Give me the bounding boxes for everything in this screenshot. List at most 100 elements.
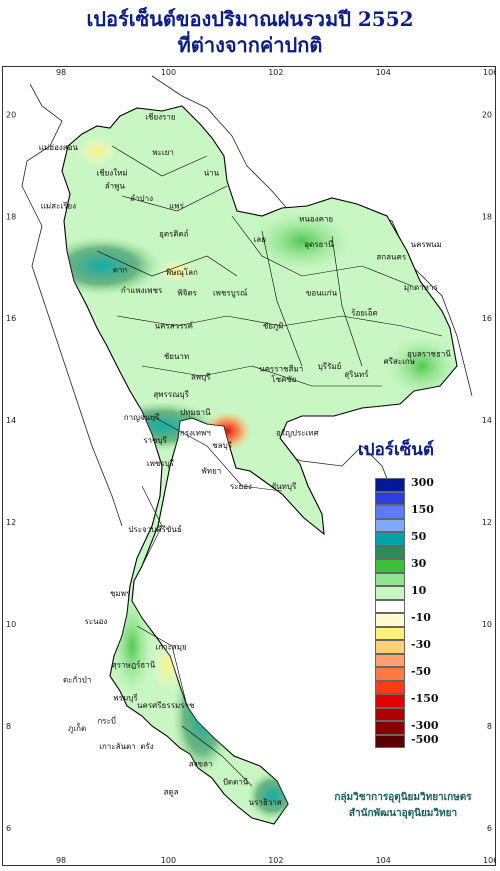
province-label: ระนอง — [85, 617, 108, 626]
legend-swatch — [375, 707, 405, 721]
province-label: ราชบุรี — [143, 436, 167, 445]
map-title-block: เปอร์เซ็นต์ของปริมาณฝนรวมปี 2552 ที่ต่าง… — [0, 6, 500, 58]
x-tick-label: 102 — [268, 856, 283, 865]
province-label: ลำพูน — [105, 181, 126, 191]
legend-swatch — [375, 586, 405, 600]
province-label: น่าน — [204, 169, 220, 178]
y-tick-label: 6 — [487, 824, 492, 833]
y-tick-label: 6 — [6, 824, 11, 833]
legend-swatch — [375, 478, 405, 492]
legend: 300 150 50 30 10 -10 -30 -50 -150 -300 -500 — [375, 476, 439, 748]
province-label: เกาะสมุย — [156, 642, 187, 651]
province-label: ชลบุรี — [212, 441, 232, 450]
map-title: เปอร์เซ็นต์ของปริมาณฝนรวมปี 2552 — [86, 7, 414, 31]
legend-label: -500 — [411, 732, 439, 746]
province-label: สุรินทร์ — [344, 369, 369, 379]
province-label: ชุมพร — [110, 589, 131, 598]
province-label: สงขลา — [189, 760, 213, 769]
x-tick-label: 98 — [56, 68, 66, 77]
y-axis-right: 20 18 16 14 12 10 8 6 — [482, 110, 492, 832]
anomaly-northwest-low — [77, 136, 117, 166]
legend-label: 150 — [411, 503, 434, 516]
province-label: ชัยนาท — [164, 352, 189, 361]
province-label: ตะกั่วป่า — [63, 674, 91, 685]
x-tick-label: 106 — [483, 856, 496, 865]
province-label: ปัตตานี — [223, 777, 249, 786]
province-label: สกลนคร — [376, 253, 406, 262]
x-tick-label: 100 — [161, 68, 176, 77]
province-label: สุราษฎร์ธานี — [112, 659, 156, 669]
x-tick-label: 104 — [376, 68, 391, 77]
y-tick-label: 16 — [6, 314, 16, 323]
legend-label: -10 — [411, 611, 431, 624]
y-tick-label: 14 — [6, 416, 16, 425]
province-label: ภูเก็ต — [68, 723, 86, 734]
province-label: ระยอง — [230, 482, 252, 491]
province-label: ร้อยเอ็ด — [351, 308, 378, 318]
province-label: กรุงเทพฯ — [180, 428, 211, 437]
province-label: อุตรดิตถ์ — [159, 229, 189, 239]
legend-swatch — [375, 680, 405, 694]
legend-label: 50 — [411, 530, 427, 543]
legend-swatch — [375, 559, 405, 573]
province-label: สตูล — [164, 788, 179, 798]
province-label: นราธิวาส — [249, 798, 282, 807]
anomaly-northeast-high — [252, 211, 352, 271]
province-label: นครราชสีมา — [259, 365, 303, 374]
province-label: ปทุมธานี — [180, 408, 211, 417]
province-label: นครศรีธรรมราช — [137, 701, 195, 710]
credit-line-2: สำนักพัฒนาอุตุนิยมวิทยา — [348, 808, 458, 819]
y-tick-label: 18 — [482, 212, 492, 221]
legend-label: 30 — [411, 557, 427, 570]
y-tick-label: 18 — [6, 212, 16, 221]
legend-label: 10 — [411, 584, 427, 597]
legend-swatch — [375, 626, 405, 640]
province-label: กระบี่ — [97, 714, 116, 725]
anomaly-north-low — [157, 259, 197, 283]
credit-line-1: กลุ่มวิชาการอุตุนิยมวิทยาเกษตร — [334, 792, 472, 803]
province-label: เพชรบุรี — [147, 459, 175, 468]
x-tick-label: 102 — [268, 68, 283, 77]
anomaly-east-high — [387, 336, 457, 396]
legend-swatch — [375, 721, 405, 735]
legend-swatch — [375, 667, 405, 681]
map-subtitle: ที่ต่างจากค่าปกติ — [177, 33, 323, 57]
x-tick-label: 100 — [161, 856, 176, 865]
province-label: ลำปาง — [130, 194, 153, 203]
province-label: สุพรรณบุรี — [153, 390, 189, 399]
x-tick-label: 104 — [376, 856, 391, 865]
legend-label: -50 — [411, 665, 431, 678]
legend-title: เปอร์เซ็นต์ — [358, 440, 434, 460]
province-label: เพชรบูรณ์ — [213, 287, 248, 298]
province-label: ศรีสะเกษ — [384, 357, 415, 366]
province-label: พิจิตร — [178, 288, 198, 297]
y-axis-left: 20 18 16 14 12 10 8 6 — [6, 110, 16, 832]
legend-swatch — [375, 613, 405, 627]
province-label: มุกดาหาร — [404, 283, 439, 292]
legend-swatch — [375, 545, 405, 559]
credit-block: กลุ่มวิชาการอุตุนิยมวิทยาเกษตร สำนักพัฒน… — [318, 790, 488, 822]
legend-swatch — [375, 640, 405, 654]
province-label: โชคชัย — [271, 374, 296, 384]
legend-swatch — [375, 532, 405, 546]
province-label: นครสวรรค์ — [155, 320, 193, 330]
province-label: หนองคาย — [299, 214, 333, 223]
legend-label: -150 — [411, 692, 439, 705]
x-tick-label: 106 — [483, 68, 496, 77]
province-label: ตาก — [113, 265, 128, 274]
province-label: แพร่ — [169, 202, 184, 211]
x-axis-bottom: 98 100 102 104 106 — [56, 856, 496, 865]
province-label: บุรีรัมย์ — [318, 361, 342, 371]
y-tick-label: 8 — [6, 722, 11, 731]
y-tick-label: 12 — [482, 518, 492, 527]
legend-swatch — [375, 491, 405, 505]
y-tick-label: 8 — [487, 722, 492, 731]
province-label: ลพบุรี — [191, 372, 211, 381]
legend-swatch — [375, 505, 405, 519]
province-label: เกาะลันตา — [99, 742, 135, 751]
province-label: กาญจนบุรี — [124, 413, 160, 422]
province-label: เลย — [254, 235, 266, 244]
legend-label: 300 — [411, 476, 434, 489]
province-label: ประจวบคีรีขันธ์ — [128, 524, 182, 534]
